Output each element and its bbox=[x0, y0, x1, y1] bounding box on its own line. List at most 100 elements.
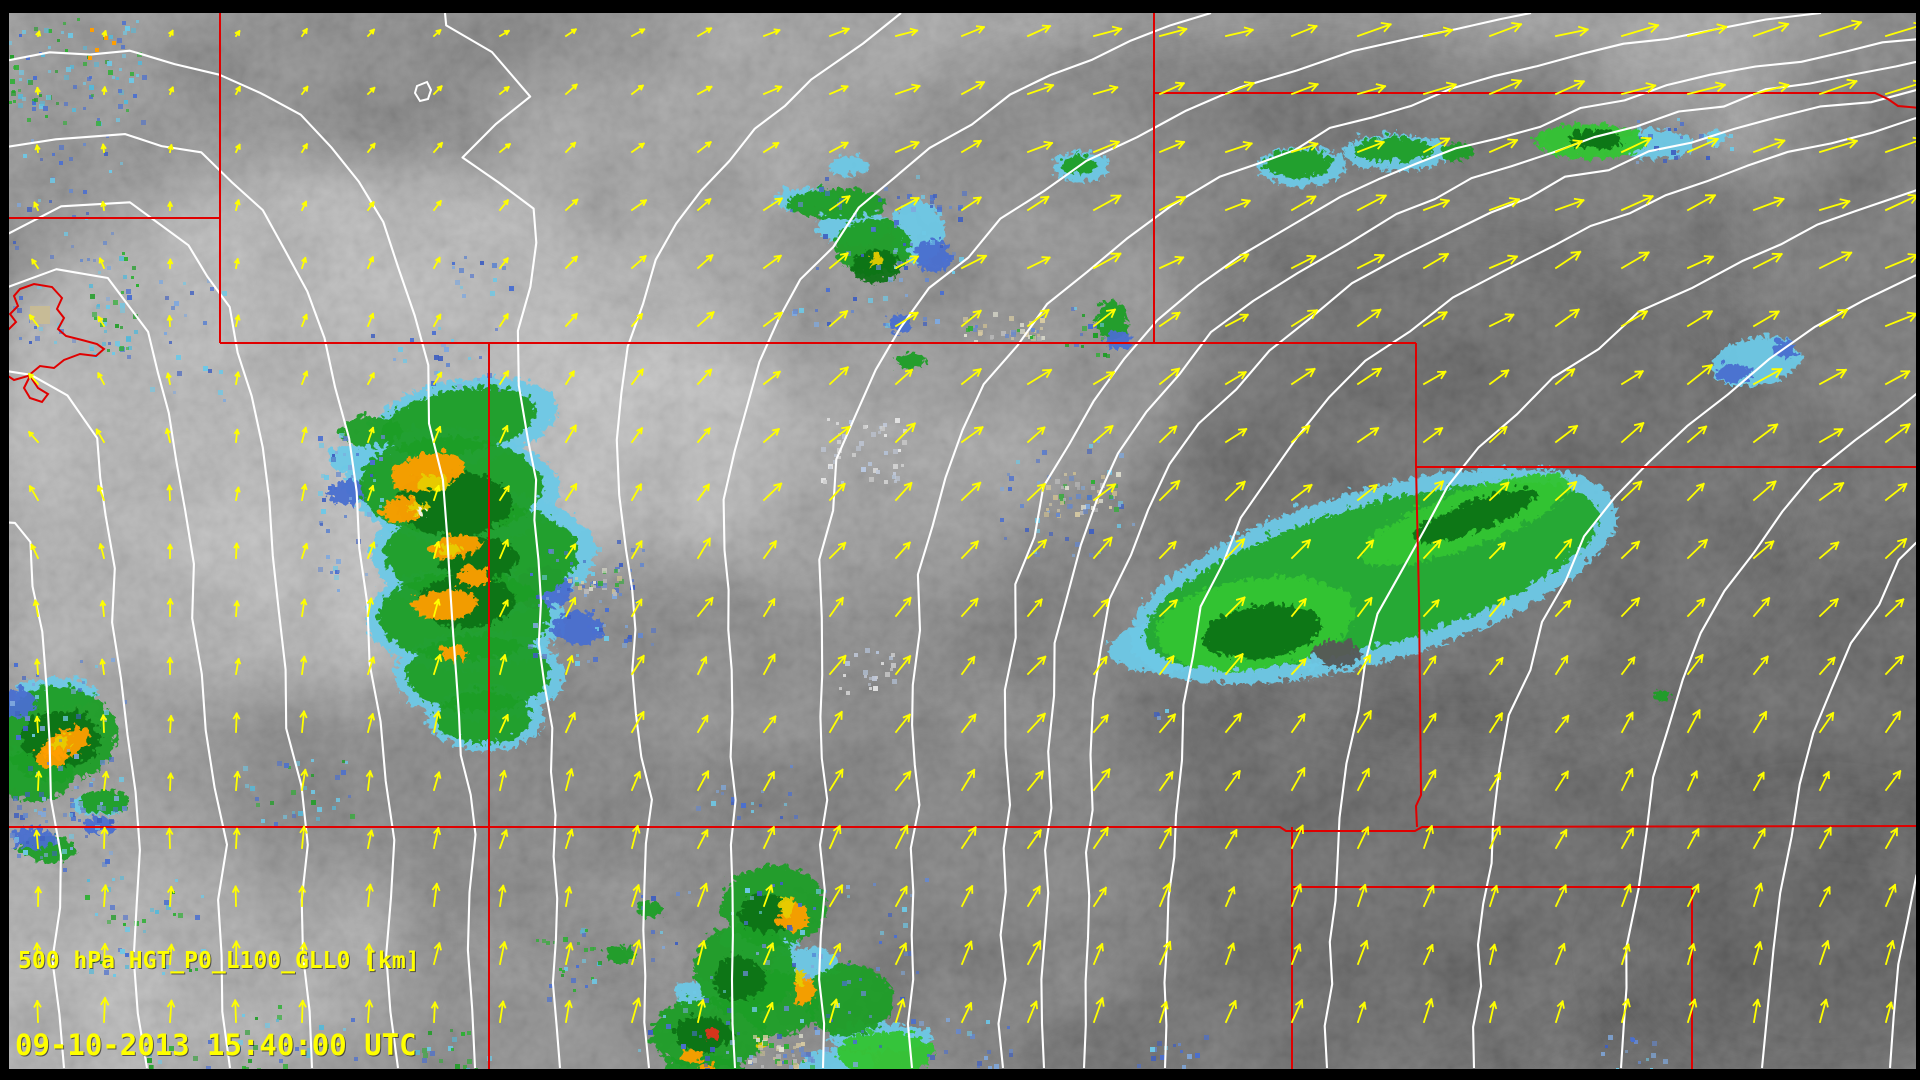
wind-vector-arrow bbox=[1356, 883, 1368, 908]
wind-vector-arrow bbox=[894, 654, 912, 676]
wind-vector-arrow bbox=[762, 28, 781, 38]
wind-vector-arrow bbox=[498, 257, 509, 270]
wind-vector-arrow bbox=[1026, 598, 1043, 618]
wind-vector-arrow bbox=[1686, 597, 1706, 618]
wind-vector-arrow bbox=[1620, 540, 1641, 560]
wind-vector-arrow bbox=[828, 942, 842, 966]
wind-vector-arrow bbox=[1356, 83, 1387, 96]
wind-vector-arrow bbox=[1686, 255, 1715, 270]
wind-vector-arrow bbox=[1224, 769, 1241, 792]
wind-vector-arrow bbox=[1092, 424, 1114, 444]
wind-vector-arrow bbox=[1422, 943, 1434, 966]
wind-vector-arrow bbox=[630, 199, 648, 212]
wind-vector-arrow bbox=[1422, 599, 1440, 618]
wind-vector-arrow bbox=[1224, 26, 1254, 38]
wind-vector-arrow bbox=[498, 370, 510, 386]
wind-vector-arrow bbox=[366, 256, 375, 270]
wind-vector-arrow bbox=[498, 769, 508, 792]
wind-vector-arrow bbox=[1092, 140, 1121, 154]
wind-vector-arrow bbox=[35, 30, 42, 38]
wind-vector-arrow bbox=[696, 310, 715, 328]
wind-vector-arrow bbox=[1686, 425, 1708, 444]
wind-vector-arrow bbox=[1422, 81, 1457, 96]
wind-vector-arrow bbox=[366, 541, 376, 560]
wind-vector-arrow bbox=[828, 998, 839, 1024]
wind-vector-arrow bbox=[828, 141, 849, 154]
wind-vector-arrow bbox=[762, 597, 776, 618]
wind-vector-arrow bbox=[95, 428, 106, 444]
wind-vector-arrow bbox=[1818, 656, 1836, 676]
wind-vector-arrow bbox=[828, 482, 846, 502]
wind-vector-arrow bbox=[564, 255, 579, 270]
wind-vector-arrow bbox=[1026, 655, 1047, 676]
wind-vector-arrow bbox=[167, 714, 175, 733]
wind-vector-arrow bbox=[1224, 999, 1237, 1024]
wind-vector-arrow bbox=[1092, 308, 1117, 328]
wind-vector-arrow bbox=[630, 28, 646, 38]
wind-vector-arrow bbox=[1356, 483, 1378, 502]
wind-vector-arrow bbox=[1884, 423, 1911, 444]
wind-vector-arrow bbox=[234, 85, 242, 96]
wind-vector-arrow bbox=[1224, 140, 1253, 154]
wind-vector-arrow bbox=[1686, 653, 1704, 676]
wind-vector-arrow bbox=[1026, 712, 1047, 734]
wind-vector-arrow bbox=[498, 199, 510, 212]
wind-vector-arrow bbox=[298, 999, 307, 1023]
wind-vector-arrow bbox=[1290, 713, 1306, 734]
wind-vector-arrow bbox=[1686, 998, 1698, 1024]
wind-vector-arrow bbox=[696, 537, 712, 560]
wind-vector-arrow bbox=[1026, 770, 1045, 792]
wind-vector-arrow bbox=[1356, 654, 1372, 676]
wind-vector-arrow bbox=[234, 314, 241, 328]
wind-vector-arrow bbox=[1224, 942, 1236, 966]
wind-vector-arrow bbox=[1290, 597, 1307, 618]
wind-vector-arrow bbox=[33, 829, 41, 849]
wind-vector-arrow bbox=[167, 143, 174, 154]
wind-vector-arrow bbox=[762, 540, 778, 560]
wind-vector-arrow bbox=[1752, 480, 1777, 502]
wind-vector-arrow bbox=[1620, 998, 1631, 1024]
wind-vector-arrow bbox=[762, 311, 783, 328]
wind-vector-arrow bbox=[33, 715, 41, 733]
wind-vector-arrow bbox=[232, 827, 241, 849]
wind-vector-arrow bbox=[366, 28, 376, 38]
height-contour bbox=[997, 38, 1916, 1069]
wind-vector-arrow bbox=[1158, 140, 1186, 154]
wind-vector-arrow bbox=[231, 885, 240, 907]
wind-vector-arrow bbox=[1884, 21, 1916, 38]
wind-vector-arrow bbox=[630, 710, 645, 734]
wind-vector-arrow bbox=[430, 1001, 439, 1023]
wind-vector-arrow bbox=[1884, 1001, 1894, 1024]
wind-vector-arrow bbox=[498, 884, 507, 908]
height-contour bbox=[9, 49, 477, 1069]
wind-vector-arrow bbox=[1554, 538, 1573, 560]
wind-vector-arrow bbox=[1026, 256, 1051, 270]
wind-vector-arrow bbox=[34, 658, 41, 675]
wind-vector-arrow bbox=[564, 370, 576, 386]
wind-vector-arrow bbox=[1158, 311, 1181, 328]
wind-vector-arrow bbox=[432, 771, 442, 792]
wind-vector-arrow bbox=[1422, 539, 1442, 560]
wind-vector-arrow bbox=[365, 770, 374, 791]
wind-vector-arrow bbox=[1422, 137, 1451, 154]
wind-vector-arrow bbox=[1422, 884, 1435, 908]
wind-vector-arrow bbox=[1290, 998, 1304, 1024]
wind-vector-arrow bbox=[164, 427, 172, 444]
wind-vector-arrow bbox=[1554, 1000, 1565, 1024]
wind-vector-arrow bbox=[1686, 137, 1719, 154]
wind-vector-arrow bbox=[1620, 136, 1652, 154]
wind-vector-arrow bbox=[1092, 252, 1122, 270]
wind-vector-arrow bbox=[299, 942, 308, 965]
wind-vector-arrow bbox=[1290, 657, 1307, 676]
wind-vector-arrow bbox=[366, 142, 376, 154]
wind-vector-arrow bbox=[1620, 251, 1650, 270]
wind-vector-arrow bbox=[762, 370, 782, 386]
wind-vector-arrow bbox=[366, 86, 376, 96]
wind-vector-arrow bbox=[696, 998, 706, 1024]
wind-vector-arrow bbox=[1818, 711, 1835, 734]
wind-vector-arrow bbox=[1488, 771, 1502, 792]
wind-vector-arrow bbox=[1290, 538, 1312, 560]
wind-vector-arrow bbox=[1488, 825, 1501, 850]
wind-vector-arrow bbox=[630, 997, 642, 1024]
